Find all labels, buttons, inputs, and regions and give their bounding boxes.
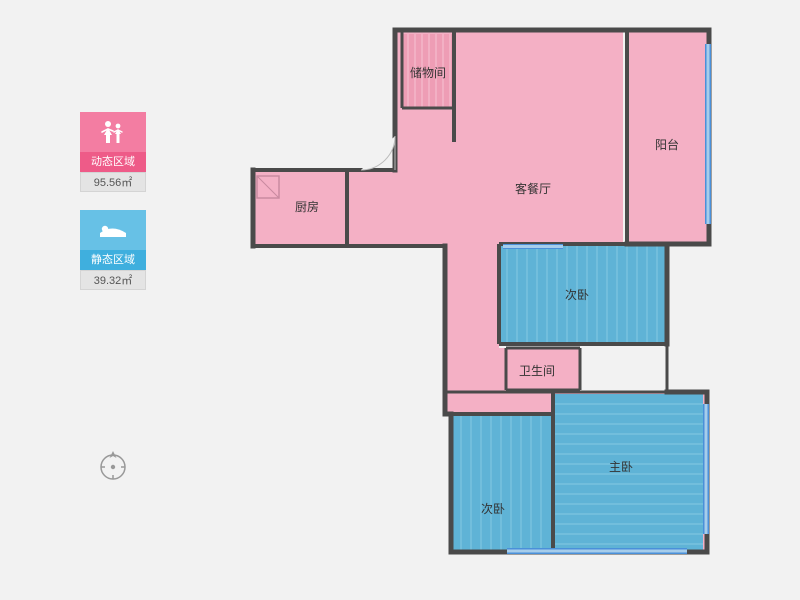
legend-dynamic-label: 动态区域: [80, 152, 146, 172]
legend-static-label: 静态区域: [80, 250, 146, 270]
label-kitchen: 厨房: [295, 198, 319, 215]
legend-static-value: 39.32㎡: [80, 270, 146, 290]
legend: 动态区域 95.56㎡ 静态区域 39.32㎡: [80, 112, 146, 308]
label-bed2a: 次卧: [565, 286, 589, 303]
floorplan-svg: [247, 24, 715, 580]
sleep-icon: [80, 210, 146, 250]
legend-dynamic: 动态区域 95.56㎡: [80, 112, 146, 192]
compass-icon: [96, 448, 130, 482]
people-icon: [80, 112, 146, 152]
legend-static: 静态区域 39.32㎡: [80, 210, 146, 290]
label-balcony: 阳台: [655, 136, 679, 153]
label-bed2b: 次卧: [481, 500, 505, 517]
label-storage: 储物间: [410, 64, 446, 81]
floorplan: 储物间 阳台 客餐厅 厨房 次卧 卫生间 主卧 次卧: [247, 24, 715, 580]
label-living: 客餐厅: [515, 180, 551, 197]
label-bath: 卫生间: [519, 362, 555, 379]
legend-dynamic-value: 95.56㎡: [80, 172, 146, 192]
label-master: 主卧: [609, 458, 633, 475]
